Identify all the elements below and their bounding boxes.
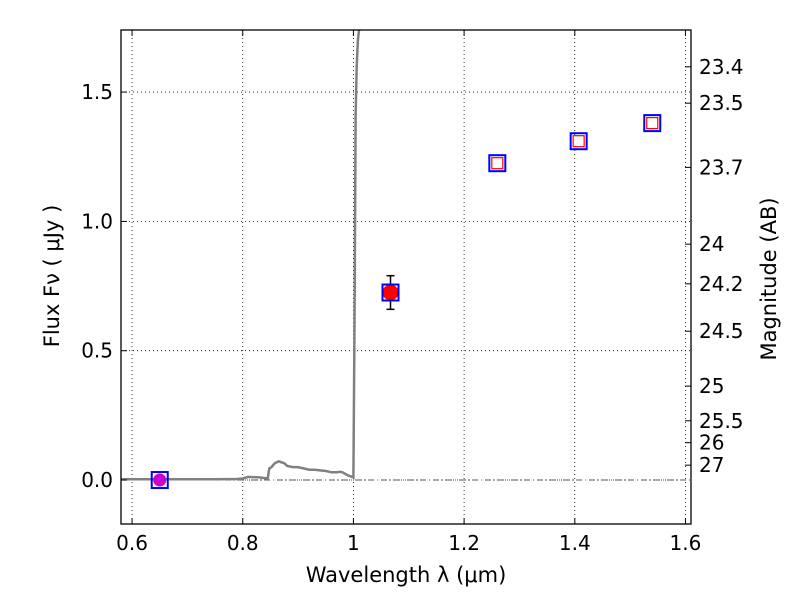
open-red-square xyxy=(491,157,504,170)
tick-labels: 0.6 0.8 1 1.2 1.4 1.6 0.0 0.5 1.0 1.5 23.4 23.5 23.7… xyxy=(81,55,743,555)
model-photometry-square xyxy=(643,114,662,133)
y2-tick-label: 26 xyxy=(699,431,724,455)
y2-tick-label: 23.4 xyxy=(699,55,744,79)
x-tick-label: 0.6 xyxy=(116,531,148,555)
observed-point xyxy=(382,284,399,301)
y2-axis-label: Magnitude (AB) xyxy=(757,197,781,360)
x-tick-label: 1 xyxy=(347,531,360,555)
y-tick-label: 1.5 xyxy=(81,80,113,104)
observed-faint-point xyxy=(153,473,167,487)
model-photometry-square xyxy=(488,154,507,173)
y-tick-label: 0.0 xyxy=(81,468,113,492)
tick-marks xyxy=(121,30,691,524)
y2-tick-label: 24.2 xyxy=(699,272,744,296)
model-sed-line xyxy=(121,30,361,481)
model-photometry-square xyxy=(381,283,400,302)
model-photometry-square xyxy=(569,132,588,151)
x-tick-label: 0.8 xyxy=(227,531,259,555)
model-photometry-square xyxy=(150,471,169,490)
y2-tick-label: 24.5 xyxy=(699,319,744,343)
x-tick-label: 1.2 xyxy=(448,531,480,555)
y-tick-label: 0.5 xyxy=(81,339,113,363)
y-axis-label: Flux Fν ( μJy ) xyxy=(40,205,64,348)
open-red-square xyxy=(572,135,585,148)
y2-tick-label: 27 xyxy=(699,453,724,477)
x-tick-label: 1.4 xyxy=(559,531,591,555)
y2-tick-label: 23.7 xyxy=(699,155,744,179)
y2-tick-label: 23.5 xyxy=(699,91,744,115)
y2-tick-label: 25 xyxy=(699,374,724,398)
open-red-square xyxy=(646,117,659,130)
x-tick-label: 1.6 xyxy=(670,531,702,555)
gridlines xyxy=(121,30,691,524)
plot-frame xyxy=(120,29,692,525)
y2-tick-label: 24 xyxy=(699,232,724,256)
data-series xyxy=(121,30,662,490)
y2-tick-label: 25.5 xyxy=(699,409,744,433)
x-axis-label: Wavelength λ (μm) xyxy=(306,563,507,587)
y-tick-label: 1.0 xyxy=(81,209,113,233)
